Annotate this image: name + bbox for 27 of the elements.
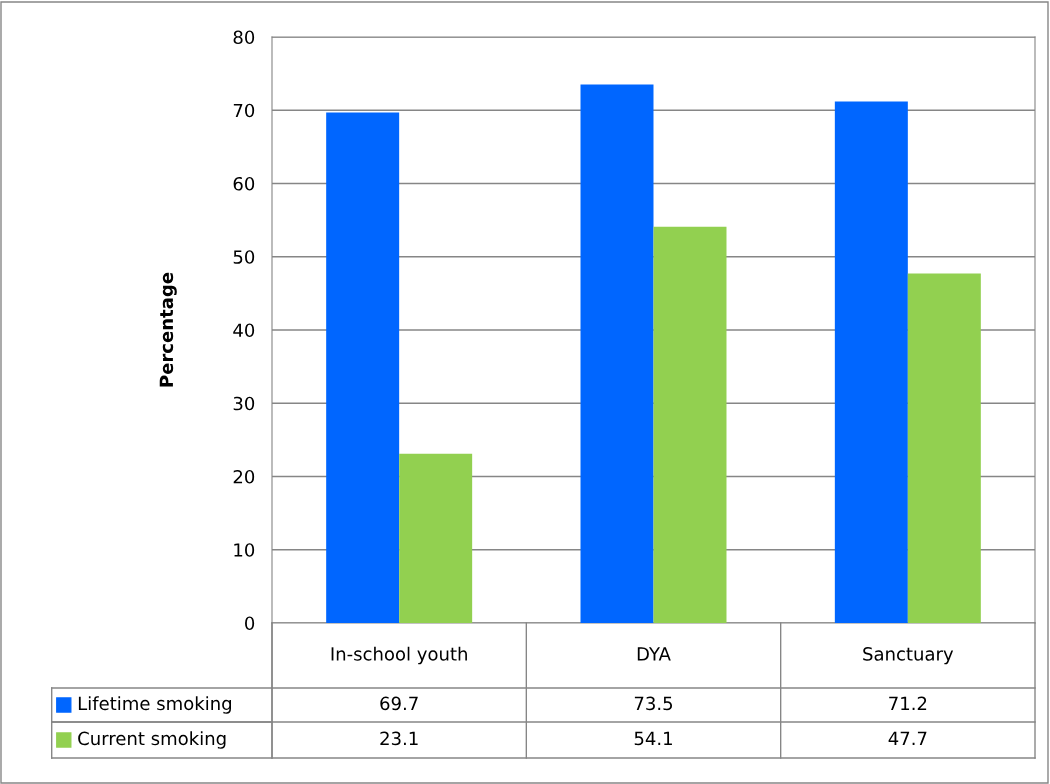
data-label: 54.1: [634, 731, 672, 746]
y-tick-label: 30: [233, 396, 255, 411]
legend-label: Current smoking: [78, 731, 226, 749]
bar: [907, 273, 981, 623]
y-tick-label: 20: [233, 469, 255, 484]
y-tick-label: 10: [234, 543, 255, 557]
y-tick-label: 40: [233, 323, 255, 338]
y-tick-label: 60: [233, 176, 255, 191]
y-tick-label: 80: [233, 30, 255, 45]
y-tick-label: 50: [233, 250, 255, 264]
data-label: 71.2: [889, 696, 927, 710]
data-label: 73.5: [634, 696, 673, 711]
legend-label: Lifetime smoking: [78, 696, 231, 714]
y-tick-label: 0: [245, 616, 255, 631]
bar: [326, 112, 400, 623]
x-tick-label: Sanctuary: [863, 647, 954, 665]
x-tick-label: In-school youth: [331, 646, 467, 665]
y-axis-title: Percentage: [159, 272, 177, 387]
bar: [399, 453, 473, 623]
x-tick-label: DYA: [637, 647, 671, 661]
bar: [653, 226, 727, 623]
bar: [834, 101, 908, 623]
bar: [580, 84, 654, 623]
data-label: 23.1: [380, 731, 418, 746]
data-label: 47.7: [888, 731, 927, 745]
y-tick-label: 70: [233, 103, 255, 118]
data-label: 69.7: [380, 696, 418, 711]
